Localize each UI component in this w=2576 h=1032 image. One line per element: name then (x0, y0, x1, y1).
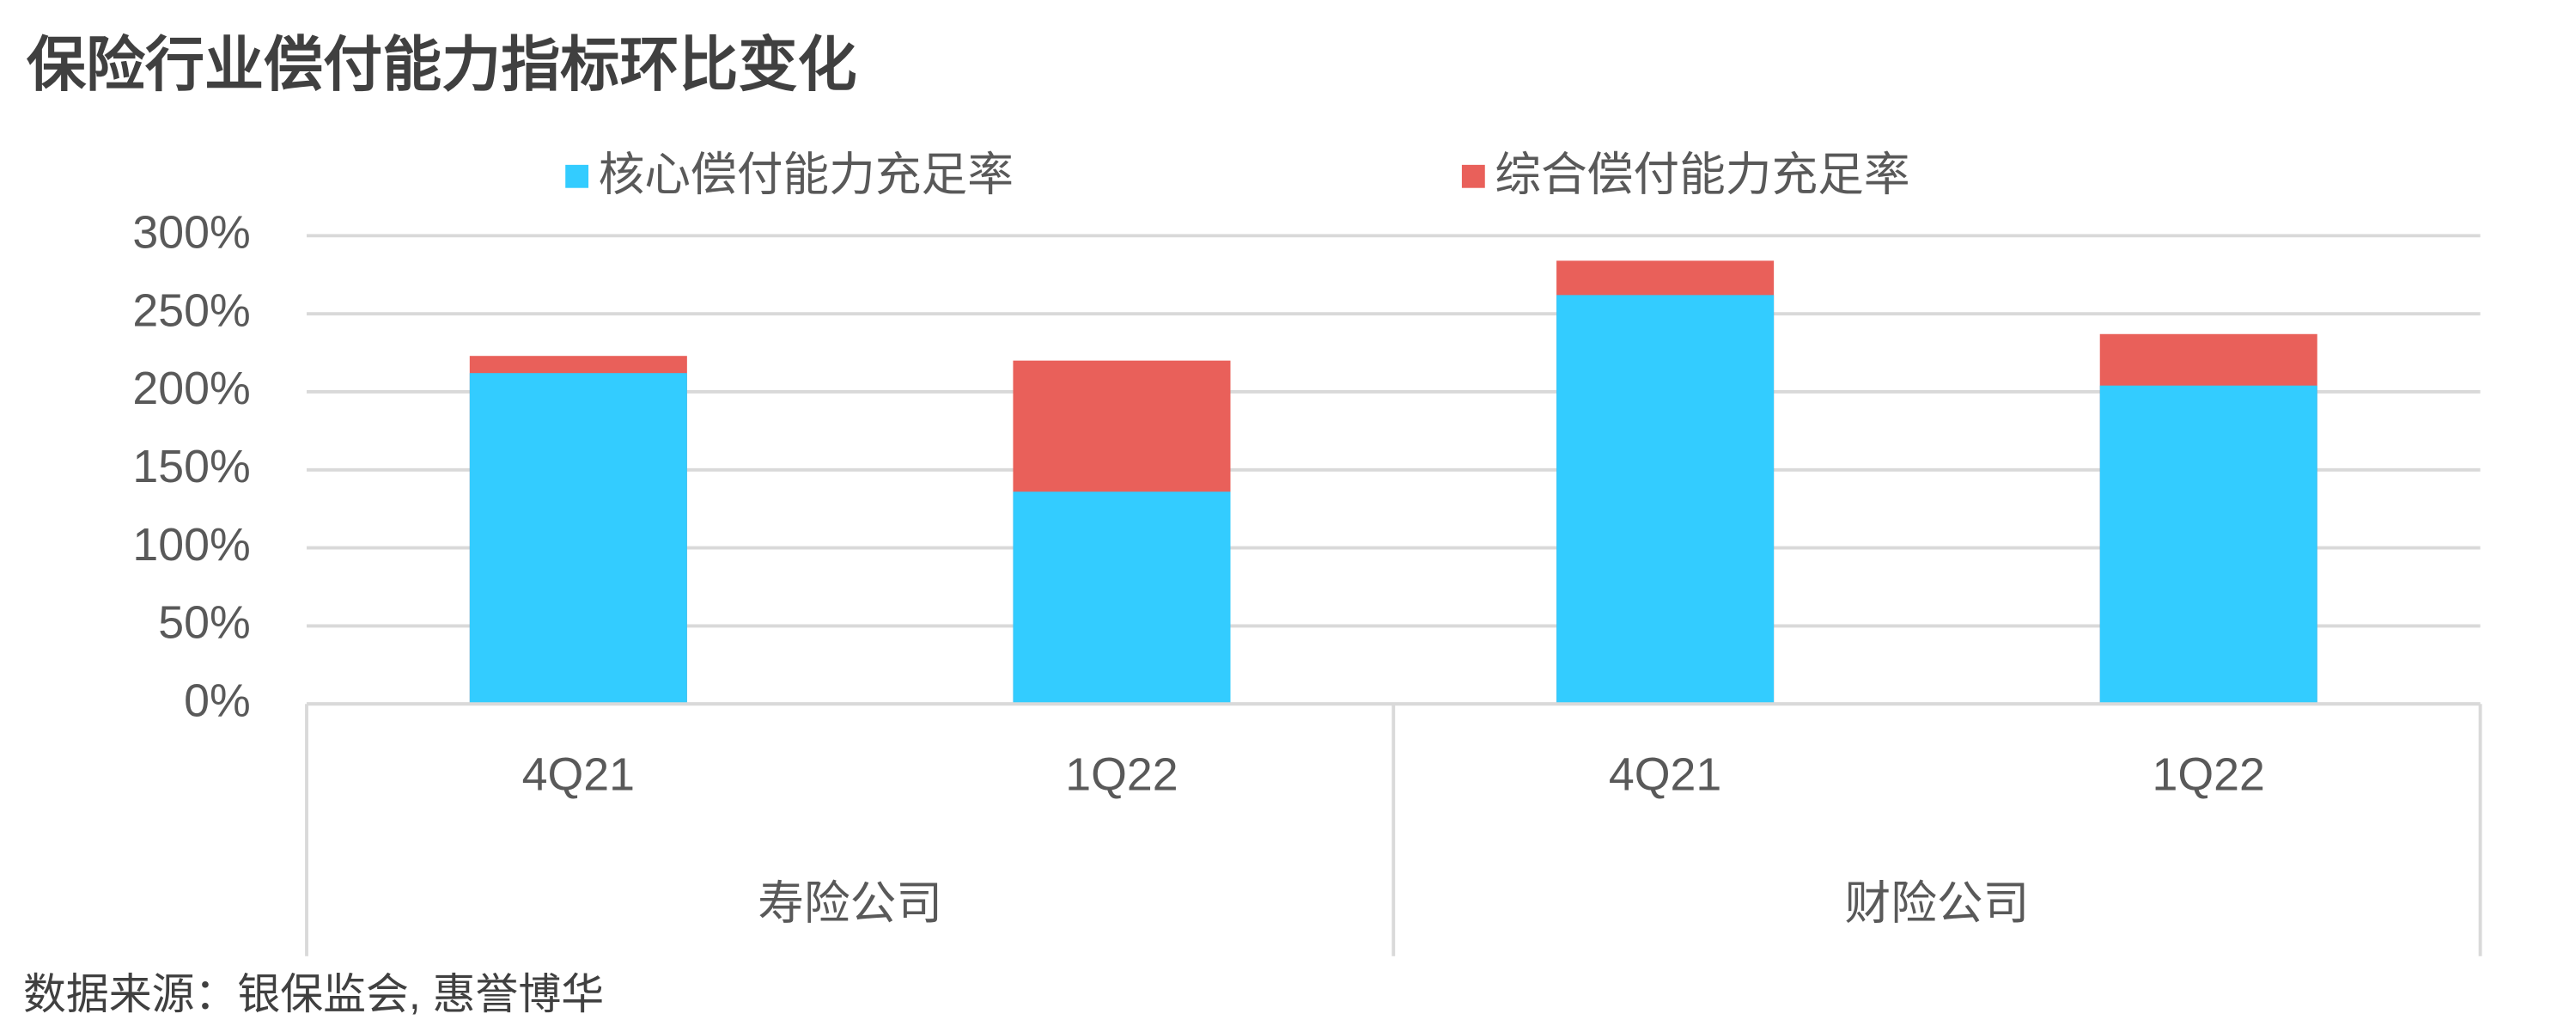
bar (2099, 385, 2317, 705)
bar (1556, 295, 1775, 705)
y-tick-label: 100% (132, 519, 250, 571)
group-label: 财险公司 (1845, 877, 2030, 929)
x-tick-label: 1Q22 (2153, 749, 2265, 801)
y-tick-label: 300% (132, 207, 250, 259)
source-note: 数据来源：银保监会, 惠誉博华 (23, 970, 604, 1018)
group-label: 寿险公司 (758, 877, 942, 929)
y-tick-label: 200% (132, 363, 250, 414)
y-tick-label: 150% (132, 441, 250, 492)
bar (469, 373, 687, 705)
legend-label: 核心偿付能力充足率 (599, 149, 1014, 200)
y-tick-label: 0% (184, 675, 251, 726)
x-tick-label: 4Q21 (522, 749, 635, 801)
legend-swatch (1461, 164, 1485, 188)
legend-swatch (565, 164, 589, 188)
y-tick-label: 250% (132, 284, 250, 336)
y-tick-label: 50% (158, 597, 251, 649)
x-tick-label: 1Q22 (1065, 749, 1178, 801)
legend-label: 综合偿付能力充足率 (1495, 149, 1909, 200)
bar (1013, 492, 1231, 705)
x-tick-label: 4Q21 (1609, 749, 1721, 801)
chart-title: 保险行业偿付能力指标环比变化 (27, 31, 857, 98)
